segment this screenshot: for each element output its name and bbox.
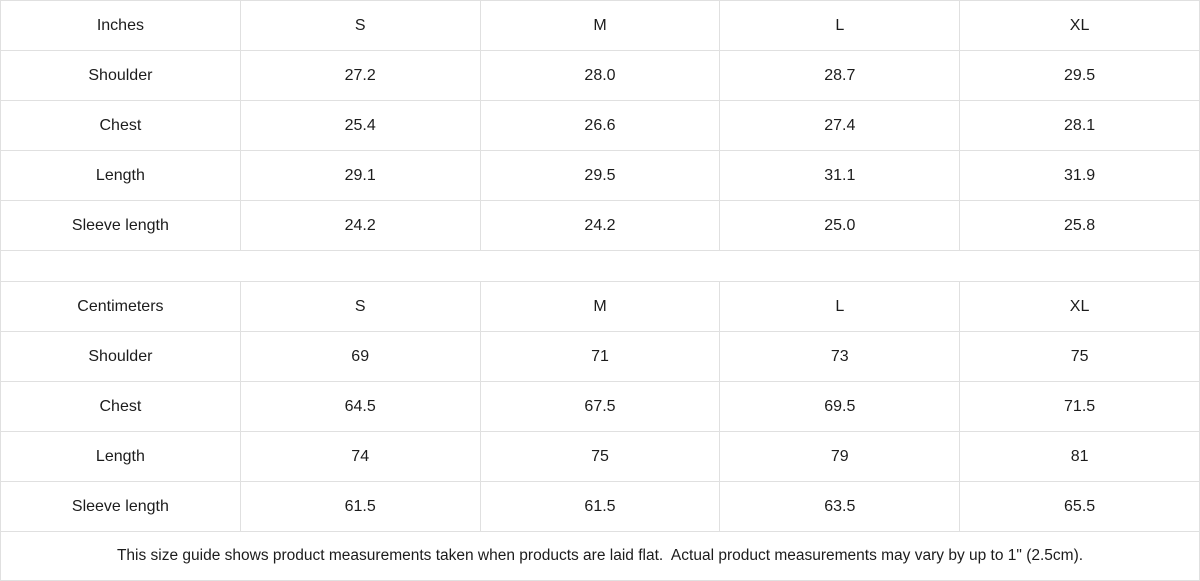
centimeters-header-row: Centimeters S M L XL [0, 281, 1200, 332]
measurement-value-cell: 24.2 [239, 200, 481, 251]
measurement-value-cell: 26.6 [479, 100, 721, 151]
measurement-label-cell: Shoulder [0, 50, 241, 101]
measurement-value-cell: 69 [239, 331, 481, 382]
measurement-value-cell: 79 [719, 431, 961, 482]
measurement-value-cell: 28.1 [959, 100, 1200, 151]
centimeters-shoulder-row: Shoulder 69 71 73 75 [0, 331, 1200, 382]
measurement-value-cell: 75 [959, 331, 1200, 382]
measurement-value-cell: 64.5 [239, 381, 481, 432]
measurement-value-cell: 69.5 [719, 381, 961, 432]
footer-note: This size guide shows product measuremen… [0, 531, 1200, 581]
measurement-value-cell: 31.1 [719, 150, 961, 201]
measurement-value-cell: 71 [479, 331, 721, 382]
measurement-value-cell: 24.2 [479, 200, 721, 251]
unit-header-cell: Centimeters [0, 281, 241, 332]
size-header-cell-xl: XL [959, 0, 1200, 51]
inches-length-row: Length 29.1 29.5 31.1 31.9 [0, 150, 1200, 201]
inches-header-row: Inches S M L XL [0, 0, 1200, 51]
measurement-label-cell: Chest [0, 381, 241, 432]
measurement-value-cell: 29.5 [479, 150, 721, 201]
measurement-label-cell: Sleeve length [0, 481, 241, 532]
footer-note-row: This size guide shows product measuremen… [0, 531, 1200, 581]
measurement-value-cell: 61.5 [239, 481, 481, 532]
measurement-value-cell: 27.2 [239, 50, 481, 101]
measurement-label-cell: Length [0, 431, 241, 482]
size-header-cell-m: M [479, 281, 721, 332]
measurement-label-cell: Sleeve length [0, 200, 241, 251]
centimeters-chest-row: Chest 64.5 67.5 69.5 71.5 [0, 381, 1200, 432]
measurement-value-cell: 63.5 [719, 481, 961, 532]
measurement-value-cell: 29.1 [239, 150, 481, 201]
centimeters-length-row: Length 74 75 79 81 [0, 431, 1200, 482]
measurement-value-cell: 25.8 [959, 200, 1200, 251]
size-header-cell-s: S [239, 0, 481, 51]
size-header-cell-l: L [719, 281, 961, 332]
centimeters-sleeve-length-row: Sleeve length 61.5 61.5 63.5 65.5 [0, 481, 1200, 532]
inches-chest-row: Chest 25.4 26.6 27.4 28.1 [0, 100, 1200, 151]
size-header-cell-s: S [239, 281, 481, 332]
measurement-label-cell: Chest [0, 100, 241, 151]
measurement-value-cell: 31.9 [959, 150, 1200, 201]
measurement-label-cell: Shoulder [0, 331, 241, 382]
measurement-value-cell: 81 [959, 431, 1200, 482]
measurement-value-cell: 65.5 [959, 481, 1200, 532]
measurement-value-cell: 25.0 [719, 200, 961, 251]
measurement-value-cell: 28.7 [719, 50, 961, 101]
measurement-value-cell: 71.5 [959, 381, 1200, 432]
measurement-value-cell: 25.4 [239, 100, 481, 151]
measurement-label-cell: Length [0, 150, 241, 201]
measurement-value-cell: 29.5 [959, 50, 1200, 101]
measurement-value-cell: 61.5 [479, 481, 721, 532]
size-header-cell-m: M [479, 0, 721, 51]
measurement-value-cell: 73 [719, 331, 961, 382]
spacer-cell [0, 250, 1200, 282]
size-header-cell-xl: XL [959, 281, 1200, 332]
inches-shoulder-row: Shoulder 27.2 28.0 28.7 29.5 [0, 50, 1200, 101]
unit-header-cell: Inches [0, 0, 241, 51]
measurement-value-cell: 75 [479, 431, 721, 482]
measurement-value-cell: 27.4 [719, 100, 961, 151]
measurement-value-cell: 74 [239, 431, 481, 482]
size-header-cell-l: L [719, 0, 961, 51]
inches-sleeve-length-row: Sleeve length 24.2 24.2 25.0 25.8 [0, 200, 1200, 251]
measurement-value-cell: 67.5 [479, 381, 721, 432]
measurement-value-cell: 28.0 [479, 50, 721, 101]
table-spacer-row [0, 250, 1200, 282]
